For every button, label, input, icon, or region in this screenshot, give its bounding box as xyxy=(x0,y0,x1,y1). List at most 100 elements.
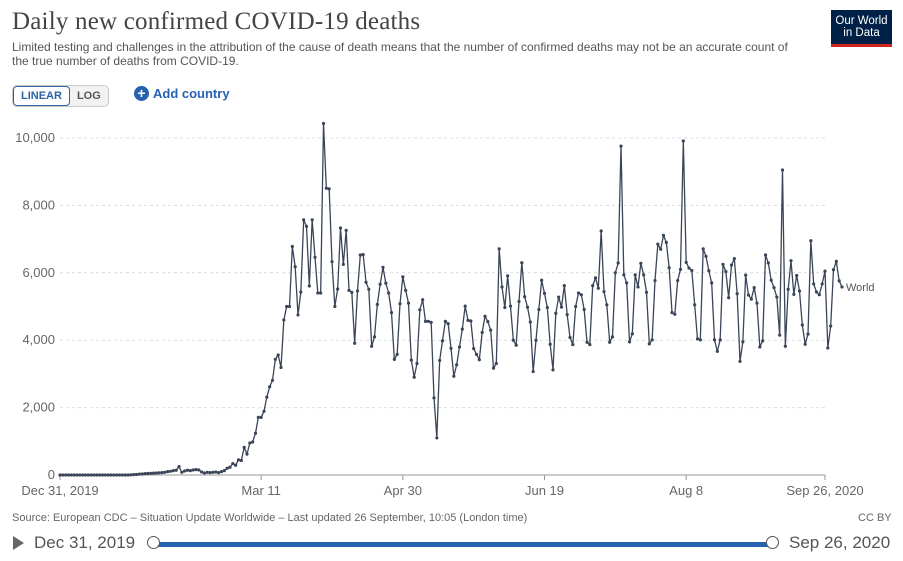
data-point[interactable] xyxy=(86,473,90,477)
data-point[interactable] xyxy=(304,224,309,228)
data-point[interactable] xyxy=(336,287,340,291)
data-point[interactable] xyxy=(273,357,277,362)
data-point[interactable] xyxy=(792,292,796,296)
data-point[interactable] xyxy=(693,303,697,307)
data-point[interactable] xyxy=(293,265,297,269)
data-point[interactable] xyxy=(69,473,73,477)
data-point[interactable] xyxy=(480,330,484,335)
data-point[interactable] xyxy=(140,472,144,476)
data-point[interactable] xyxy=(732,257,736,261)
data-point[interactable] xyxy=(746,293,751,297)
data-point[interactable] xyxy=(528,320,532,324)
data-point[interactable] xyxy=(520,261,524,265)
data-point[interactable] xyxy=(698,338,702,342)
data-point[interactable] xyxy=(208,471,212,475)
data-point[interactable] xyxy=(517,299,521,304)
data-point[interactable] xyxy=(364,280,368,284)
data-point[interactable] xyxy=(616,261,620,265)
data-point[interactable] xyxy=(217,471,221,475)
data-point[interactable] xyxy=(270,378,275,382)
data-point[interactable] xyxy=(565,312,569,317)
data-point[interactable] xyxy=(367,287,371,291)
data-point[interactable] xyxy=(591,284,595,288)
data-point[interactable] xyxy=(415,361,419,366)
data-point[interactable] xyxy=(409,358,413,362)
data-point[interactable] xyxy=(268,385,272,389)
data-point[interactable] xyxy=(644,290,649,294)
data-point[interactable] xyxy=(695,337,700,341)
data-point[interactable] xyxy=(151,471,156,475)
data-point[interactable] xyxy=(66,473,71,477)
timeline-start-handle[interactable] xyxy=(147,536,160,549)
data-point[interactable] xyxy=(353,341,357,345)
data-point[interactable] xyxy=(321,121,326,126)
data-point[interactable] xyxy=(372,335,377,339)
data-point[interactable] xyxy=(435,436,439,440)
data-point[interactable] xyxy=(406,301,411,305)
data-point[interactable] xyxy=(803,342,807,346)
data-point[interactable] xyxy=(588,342,592,347)
data-point[interactable] xyxy=(489,328,493,332)
data-point[interactable] xyxy=(222,469,226,473)
data-point[interactable] xyxy=(758,345,762,349)
data-point[interactable] xyxy=(83,473,88,477)
data-point[interactable] xyxy=(775,295,779,299)
data-point[interactable] xyxy=(188,469,192,473)
data-point[interactable] xyxy=(228,465,232,469)
data-point[interactable] xyxy=(157,471,161,475)
license-link[interactable]: CC BY xyxy=(858,512,892,524)
data-point[interactable] xyxy=(129,473,133,477)
data-point[interactable] xyxy=(497,247,501,251)
data-point[interactable] xyxy=(806,332,810,336)
data-point[interactable] xyxy=(741,340,745,344)
data-point[interactable] xyxy=(160,471,164,475)
data-point[interactable] xyxy=(630,332,634,336)
data-point[interactable] xyxy=(290,244,294,249)
data-point[interactable] xyxy=(330,260,334,264)
data-point[interactable] xyxy=(812,282,816,286)
data-point[interactable] xyxy=(576,291,581,295)
data-point[interactable] xyxy=(673,312,677,316)
data-point[interactable] xyxy=(302,218,306,222)
data-point[interactable] xyxy=(177,464,181,469)
data-point[interactable] xyxy=(472,347,476,351)
data-point[interactable] xyxy=(477,358,481,362)
data-point[interactable] xyxy=(126,473,130,477)
owid-logo[interactable]: Our World in Data xyxy=(831,10,892,47)
data-point[interactable] xyxy=(820,282,824,286)
data-point[interactable] xyxy=(506,274,510,278)
data-point[interactable] xyxy=(219,470,224,474)
data-point[interactable] xyxy=(622,273,626,277)
data-point[interactable] xyxy=(236,458,241,462)
data-point[interactable] xyxy=(64,473,68,477)
data-point[interactable] xyxy=(279,365,283,370)
data-point[interactable] xyxy=(174,468,178,472)
data-point[interactable] xyxy=(837,279,841,283)
data-point[interactable] xyxy=(718,338,722,342)
data-point[interactable] xyxy=(585,340,589,344)
data-point[interactable] xyxy=(474,352,479,356)
data-point[interactable] xyxy=(710,281,714,285)
data-point[interactable] xyxy=(205,470,209,474)
data-point[interactable] xyxy=(200,470,204,474)
data-point[interactable] xyxy=(146,471,150,476)
data-point[interactable] xyxy=(163,470,167,474)
data-point[interactable] xyxy=(834,259,838,263)
data-point[interactable] xyxy=(817,293,821,297)
data-point[interactable] xyxy=(596,286,600,290)
data-point[interactable] xyxy=(307,284,311,288)
add-country-button[interactable]: + Add country xyxy=(134,86,230,101)
data-point[interactable] xyxy=(823,269,827,273)
data-point[interactable] xyxy=(664,240,668,245)
data-point[interactable] xyxy=(171,469,175,473)
data-point[interactable] xyxy=(582,307,586,312)
data-point[interactable] xyxy=(245,452,249,456)
data-point[interactable] xyxy=(562,284,566,288)
data-point[interactable] xyxy=(191,468,195,472)
data-point[interactable] xyxy=(826,346,830,350)
data-point[interactable] xyxy=(299,290,303,294)
data-point[interactable] xyxy=(166,470,170,474)
data-point[interactable] xyxy=(137,472,141,476)
data-point[interactable] xyxy=(559,305,564,309)
data-point[interactable] xyxy=(772,286,776,290)
